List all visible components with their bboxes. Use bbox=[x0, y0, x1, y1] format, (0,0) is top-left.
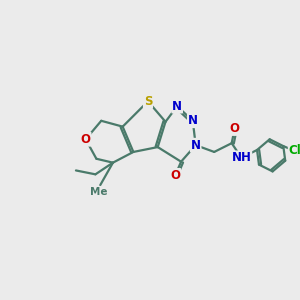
Text: Me: Me bbox=[90, 187, 107, 197]
Text: O: O bbox=[230, 122, 240, 135]
Text: S: S bbox=[144, 95, 152, 108]
Text: NH: NH bbox=[232, 151, 251, 164]
Text: Cl: Cl bbox=[289, 145, 300, 158]
Text: O: O bbox=[170, 169, 180, 182]
Text: N: N bbox=[191, 139, 201, 152]
Text: N: N bbox=[188, 114, 198, 127]
Text: O: O bbox=[81, 133, 91, 146]
Text: N: N bbox=[172, 100, 182, 113]
